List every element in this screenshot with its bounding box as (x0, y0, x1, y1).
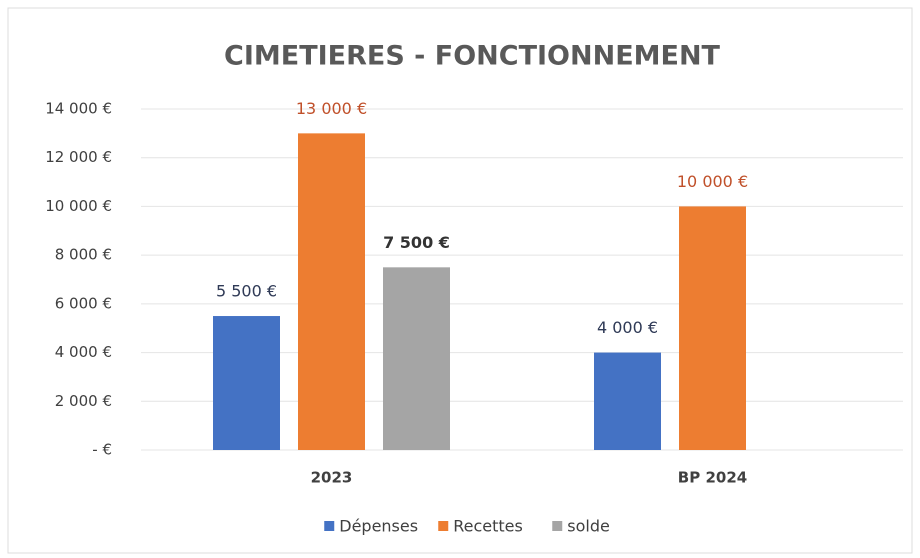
y-tick-label: - € (92, 441, 112, 459)
data-label: 4 000 € (597, 318, 658, 337)
y-tick-label: 10 000 € (45, 197, 112, 215)
bar (383, 267, 450, 450)
y-tick-label: 12 000 € (45, 148, 112, 166)
y-tick-label: 14 000 € (45, 100, 112, 118)
legend-label: Dépenses (339, 517, 418, 536)
legend-label: solde (567, 517, 610, 536)
x-tick-label: 2023 (311, 469, 353, 487)
legend-swatch (324, 521, 335, 531)
data-label: 5 500 € (216, 282, 277, 301)
bar (298, 133, 365, 450)
y-tick-label: 6 000 € (55, 294, 112, 312)
x-tick-label: BP 2024 (678, 469, 747, 487)
legend-label: Recettes (453, 517, 523, 536)
data-label: 10 000 € (677, 172, 748, 191)
data-label: 7 500 € (383, 233, 450, 252)
data-label: 13 000 € (296, 99, 367, 118)
y-tick-label: 4 000 € (55, 343, 112, 361)
bar (679, 206, 746, 450)
y-tick-label: 8 000 € (55, 246, 112, 264)
bar (594, 352, 661, 450)
y-tick-label: 2 000 € (55, 392, 112, 410)
chart-frame (7, 7, 913, 554)
legend-swatch (552, 521, 563, 531)
chart-title: CIMETIERES - FONCTIONNEMENT (224, 41, 721, 72)
bar (213, 316, 280, 450)
legend-swatch (438, 521, 449, 531)
